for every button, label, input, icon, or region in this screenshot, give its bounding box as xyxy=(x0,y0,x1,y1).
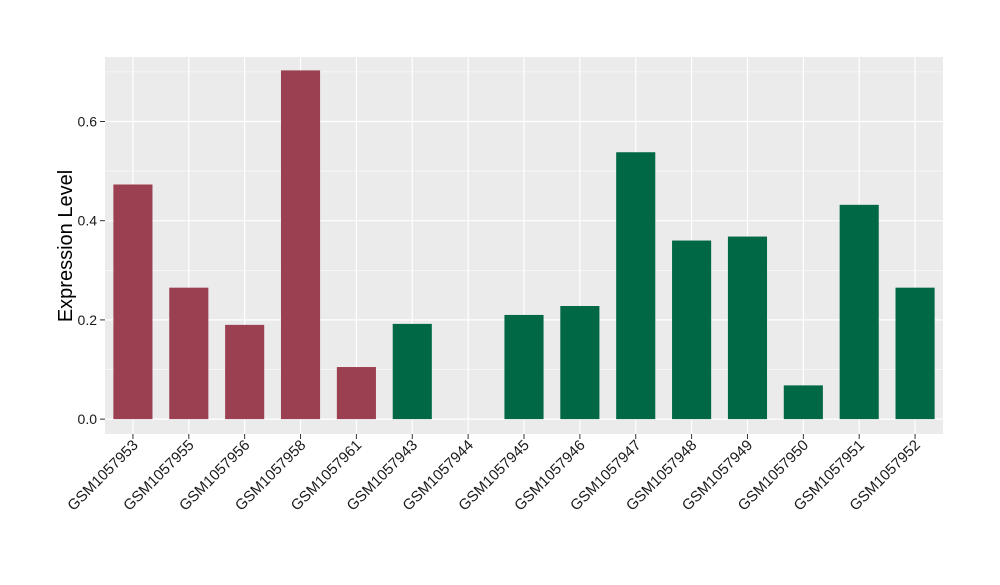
bar-GSM1057947 xyxy=(616,152,656,420)
y-tick-label: 0.4 xyxy=(78,213,98,229)
bar-GSM1057956 xyxy=(225,324,265,420)
bar-GSM1057961 xyxy=(336,367,376,420)
bar-GSM1057955 xyxy=(169,287,209,420)
bars xyxy=(113,70,935,420)
bar-GSM1057950 xyxy=(783,385,823,420)
bar-GSM1057953 xyxy=(113,184,153,420)
bar-GSM1057948 xyxy=(672,240,712,420)
bar-GSM1057952 xyxy=(895,287,935,420)
bar-GSM1057946 xyxy=(560,306,600,420)
bar-GSM1057949 xyxy=(727,236,768,420)
bar-GSM1057943 xyxy=(392,323,432,420)
bar-GSM1057958 xyxy=(280,70,321,420)
y-axis-ticks: 0.0 0.2 0.4 0.6 xyxy=(78,113,105,427)
y-tick-label: 0.2 xyxy=(78,312,98,328)
y-tick-label: 0.6 xyxy=(78,113,98,129)
x-axis-ticks: GSM1057953GSM1057955GSM1057956GSM1057958… xyxy=(64,434,924,514)
bar-GSM1057945 xyxy=(504,314,544,420)
y-axis-label: Expression Level xyxy=(55,170,77,322)
y-tick-label: 0.0 xyxy=(78,411,98,427)
bar-GSM1057951 xyxy=(839,204,879,420)
